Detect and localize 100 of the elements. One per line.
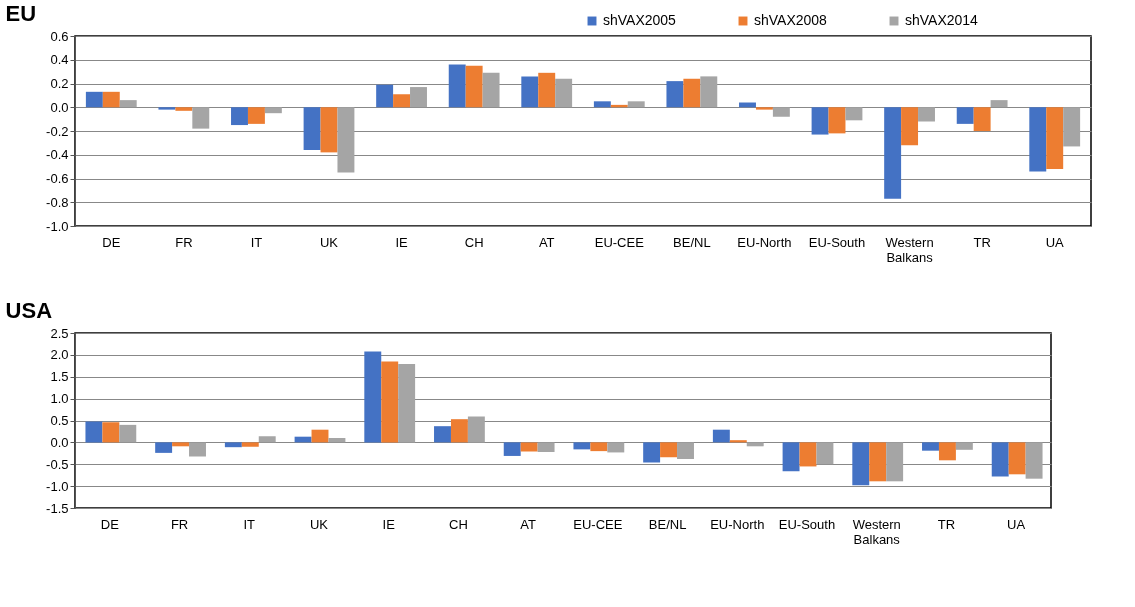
y-tick-label: 1.5 <box>50 369 69 385</box>
bar <box>782 442 800 472</box>
bar <box>956 107 974 124</box>
bar <box>537 442 555 452</box>
y-tick-label: -0.6 <box>46 171 69 186</box>
bar <box>845 107 863 121</box>
bar <box>337 107 355 173</box>
bar <box>172 442 190 447</box>
bar <box>901 107 919 146</box>
bar <box>465 65 483 108</box>
bar <box>328 438 346 443</box>
bar <box>264 107 282 114</box>
bar <box>448 64 466 108</box>
bar <box>520 442 538 452</box>
bar <box>828 107 846 134</box>
x-tick-label: IE <box>382 516 396 532</box>
x-tick-label: Western Balkans <box>885 234 934 265</box>
bar <box>886 442 904 482</box>
bar <box>938 442 956 461</box>
bar <box>241 442 259 447</box>
bar <box>852 442 870 486</box>
x-tick-label: BE/NL <box>648 516 687 532</box>
y-tick-label: 0.4 <box>50 52 69 68</box>
legend-label: shVAX2014 <box>905 12 979 28</box>
x-tick-label: EU-CEE <box>594 234 645 250</box>
y-tick-label: 2.5 <box>50 325 69 341</box>
bar <box>816 442 834 465</box>
bar <box>1029 107 1047 172</box>
y-tick-label: 0.5 <box>50 413 69 428</box>
bar <box>224 442 242 448</box>
bar <box>303 107 321 150</box>
bar <box>450 419 468 443</box>
legend-label: shVAX2008 <box>754 12 828 28</box>
bar <box>955 442 973 450</box>
y-tick-label: -0.4 <box>46 147 69 163</box>
bar <box>884 107 902 199</box>
x-tick-label: IT <box>243 516 256 532</box>
bar <box>467 416 485 443</box>
bar <box>627 101 645 108</box>
x-tick-label: TR <box>937 516 956 532</box>
x-tick-label: EU-CEE <box>573 516 623 532</box>
bar <box>158 107 176 110</box>
bar <box>1025 442 1043 479</box>
bar <box>991 442 1009 477</box>
bar <box>677 442 694 459</box>
bar <box>119 100 137 108</box>
y-tick-label: -0.5 <box>46 456 69 472</box>
y-tick-label: 1.0 <box>50 391 69 407</box>
chart-title: EU <box>5 1 37 26</box>
bar <box>869 442 887 482</box>
bar <box>666 81 684 108</box>
x-tick-label: EU-South <box>808 234 866 250</box>
bar <box>521 76 539 108</box>
x-tick-label: EU-North <box>737 234 792 250</box>
bar <box>175 107 193 111</box>
x-tick-label: BE/NL <box>673 234 711 250</box>
bar <box>393 94 411 108</box>
bar <box>729 440 747 443</box>
y-tick-label: -1.0 <box>46 218 69 234</box>
bar <box>746 442 764 447</box>
x-tick-label: FR <box>170 516 189 532</box>
bar <box>376 84 394 108</box>
x-tick-label: IE <box>395 234 409 250</box>
y-tick-label: -1.0 <box>46 478 69 494</box>
x-tick-label: EU-North <box>710 516 765 532</box>
bar <box>700 76 718 108</box>
bar <box>683 78 701 108</box>
x-tick-label: DE <box>102 234 121 250</box>
legend-label: shVAX2005 <box>603 12 677 28</box>
x-tick-label: CH <box>464 234 484 250</box>
x-tick-label: AT <box>520 516 537 532</box>
bar <box>364 351 382 443</box>
bar <box>538 72 556 108</box>
bar <box>573 442 591 450</box>
bar <box>155 442 173 453</box>
bar <box>799 442 817 467</box>
bar <box>811 107 829 135</box>
bar <box>398 364 416 443</box>
bar <box>990 100 1008 108</box>
x-tick-label: UK <box>319 234 339 250</box>
x-tick-label: DE <box>100 516 120 532</box>
bar <box>247 107 265 124</box>
bar <box>607 442 625 453</box>
bar <box>918 107 935 122</box>
bar <box>482 72 500 108</box>
bar <box>1063 107 1081 147</box>
chart-title: USA <box>5 298 53 323</box>
x-tick-label: TR <box>973 234 991 250</box>
bar <box>1008 442 1026 475</box>
bar <box>922 442 939 451</box>
x-tick-label: EU-South <box>778 516 836 532</box>
x-tick-label: UA <box>1045 234 1065 250</box>
bar <box>973 107 991 131</box>
bar <box>85 421 103 443</box>
bar <box>410 87 427 108</box>
bar <box>755 107 773 110</box>
bar <box>1046 107 1064 169</box>
bar <box>772 107 790 117</box>
bar <box>643 442 661 463</box>
bar <box>712 429 730 443</box>
